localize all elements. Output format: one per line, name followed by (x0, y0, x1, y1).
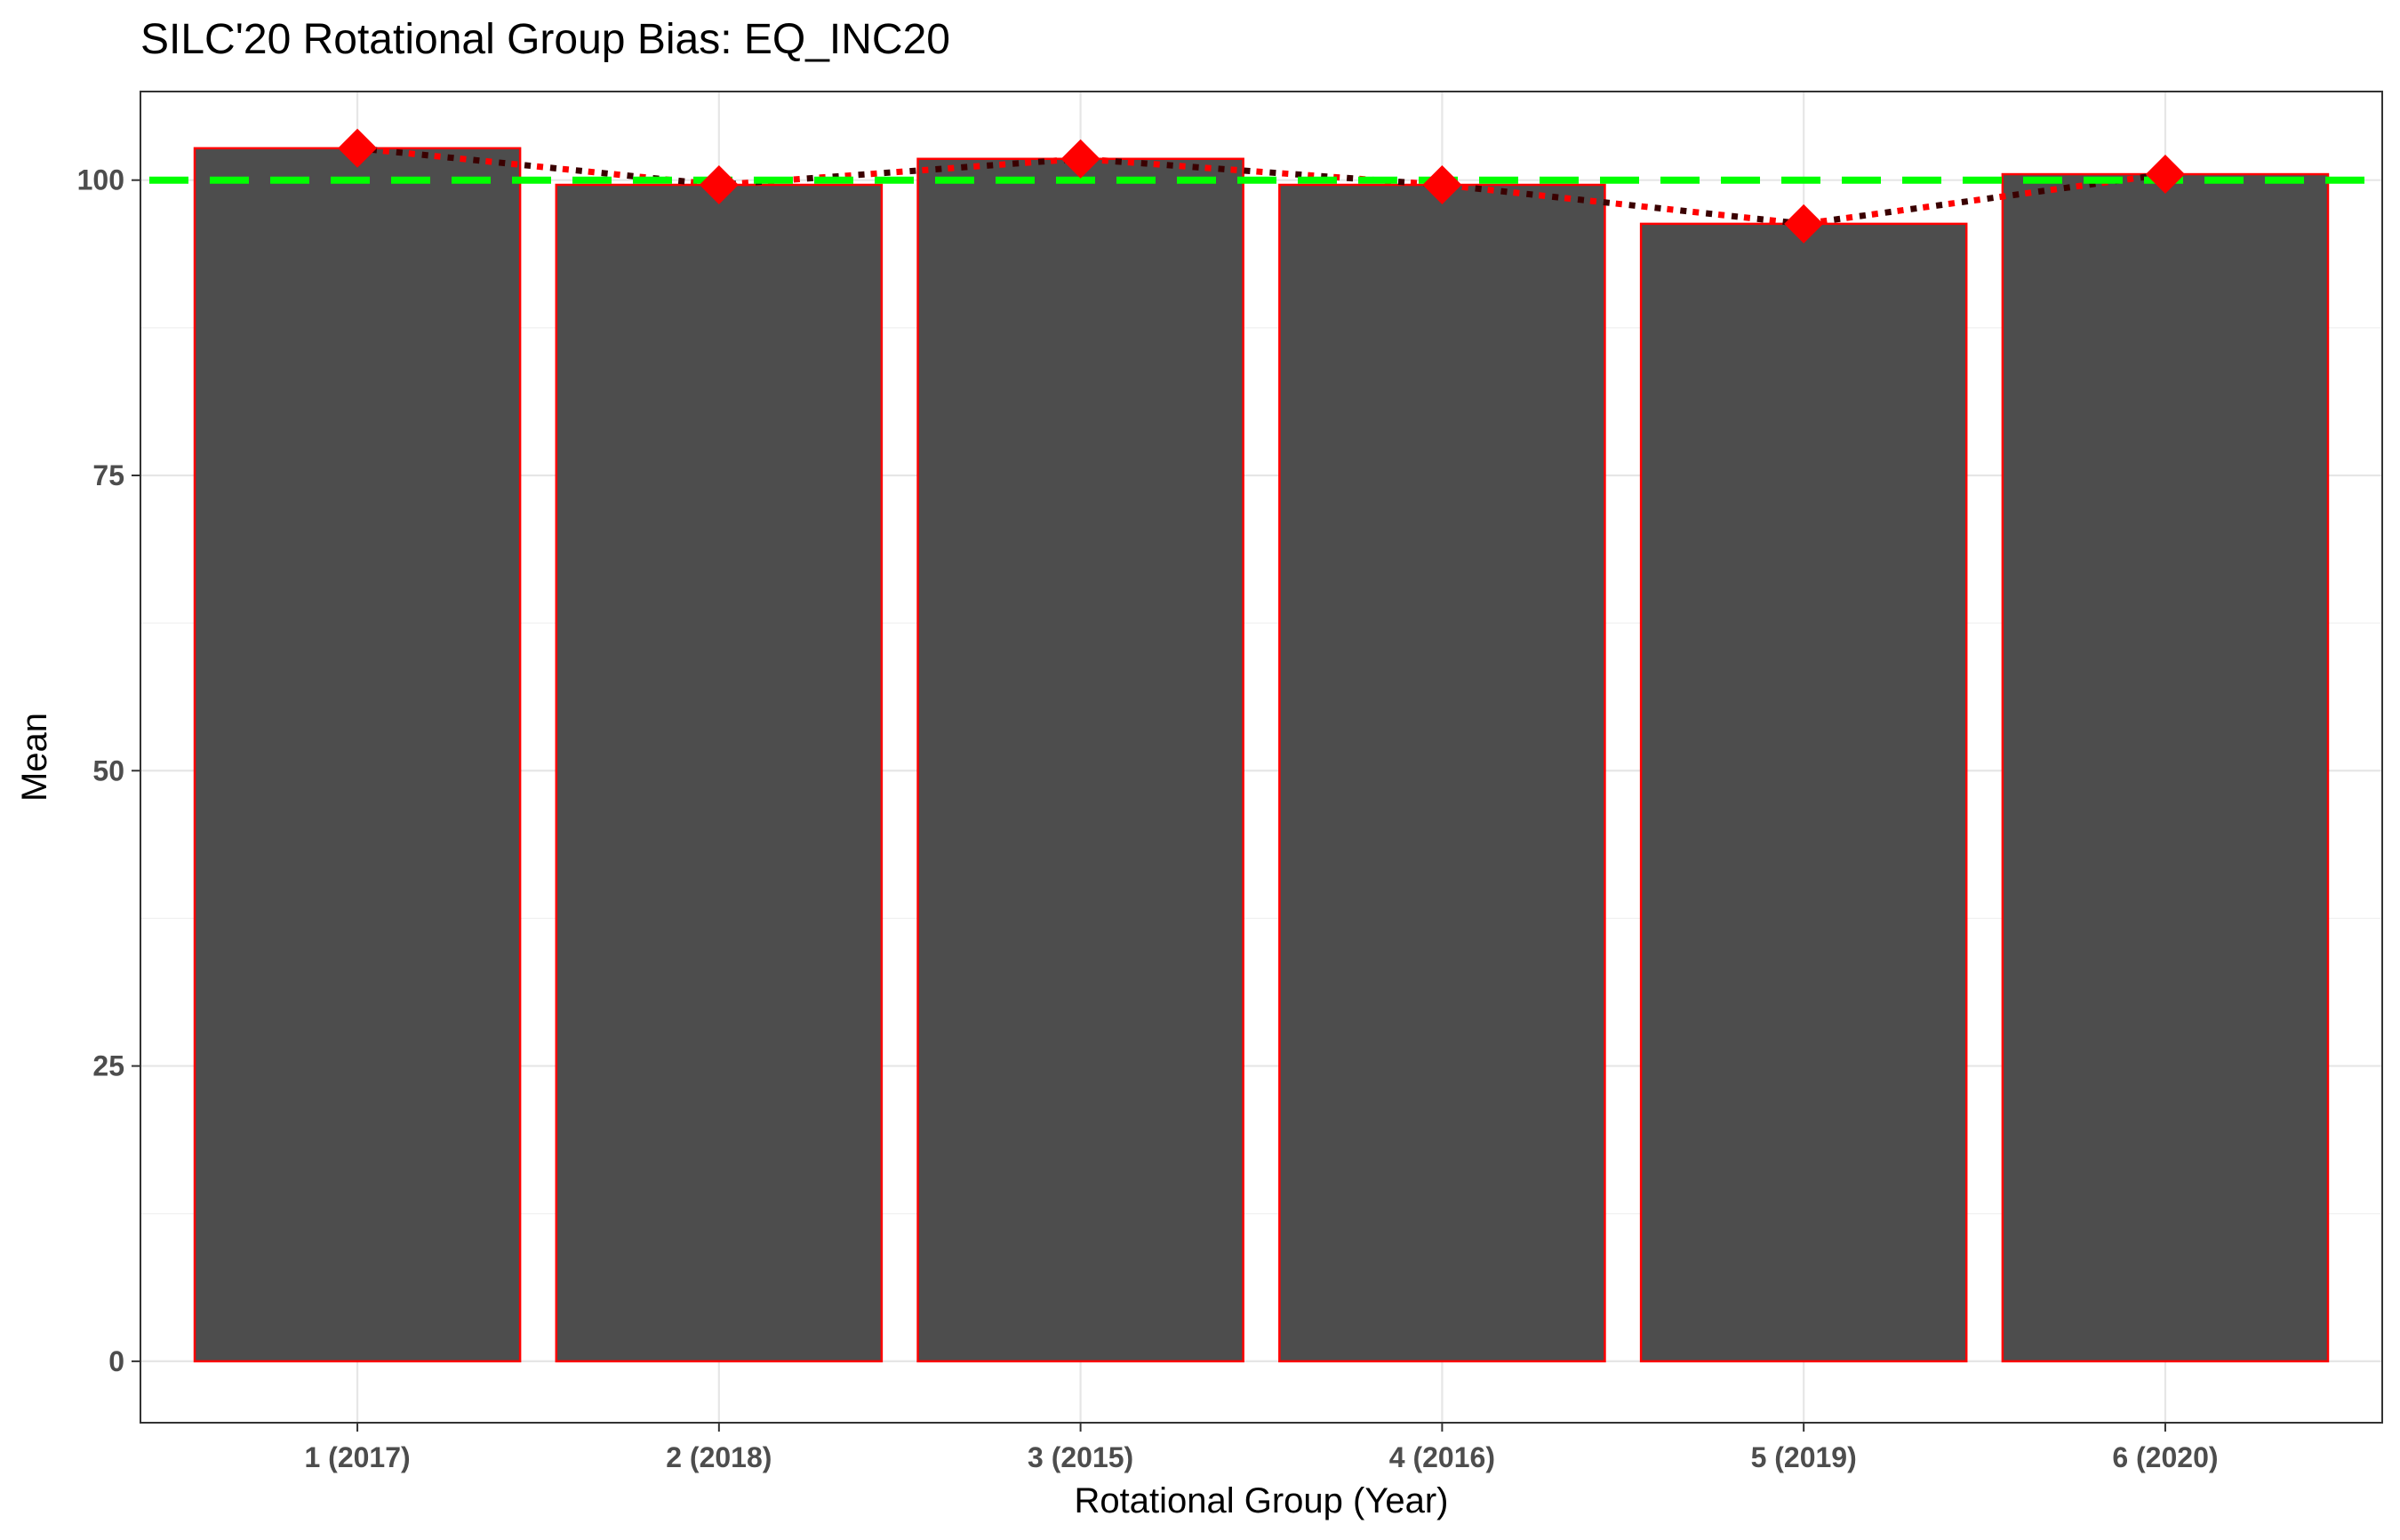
bar (1639, 222, 1968, 1363)
y-tick-label: 25 (92, 1050, 124, 1082)
x-axis: 1 (2017) 2 (2018) 3 (2015) 4 (2016) 5 (2019)… (304, 1423, 2219, 1473)
marker-point (2145, 155, 2185, 195)
markers (338, 128, 2185, 243)
bar (916, 157, 1244, 1363)
x-tick-label: 2 (2018) (666, 1441, 772, 1473)
bar (2001, 172, 2330, 1363)
marker-point (1060, 139, 1100, 179)
bar (193, 147, 522, 1363)
y-axis-title: Mean (15, 713, 54, 802)
plot-panel (140, 91, 2383, 1424)
x-tick-label: 4 (2016) (1389, 1441, 1495, 1473)
marker-point (1422, 165, 1462, 205)
y-tick-label: 100 (77, 164, 124, 196)
bars (193, 147, 2330, 1363)
panel-border (140, 91, 2383, 1424)
x-tick-label: 3 (2015) (1028, 1441, 1133, 1473)
x-axis-title: Rotational Group (Year) (1075, 1481, 1449, 1520)
bar (1278, 183, 1606, 1363)
bar (555, 183, 884, 1363)
marker-point (1784, 203, 1824, 243)
chart-title: SILC'20 Rotational Group Bias: EQ_INC20 (140, 16, 950, 63)
marker-point (338, 128, 378, 168)
marker-point (699, 165, 739, 205)
trend-line-series (356, 145, 2166, 227)
y-axis: 0 25 50 75 100 (77, 164, 140, 1377)
x-tick-label: 5 (2019) (1751, 1441, 1857, 1473)
y-tick-label: 50 (92, 754, 124, 786)
x-tick-label: 6 (2020) (2112, 1441, 2218, 1473)
y-tick-label: 0 (108, 1345, 124, 1377)
y-tick-label: 75 (92, 459, 124, 491)
x-tick-label: 1 (2017) (304, 1441, 410, 1473)
